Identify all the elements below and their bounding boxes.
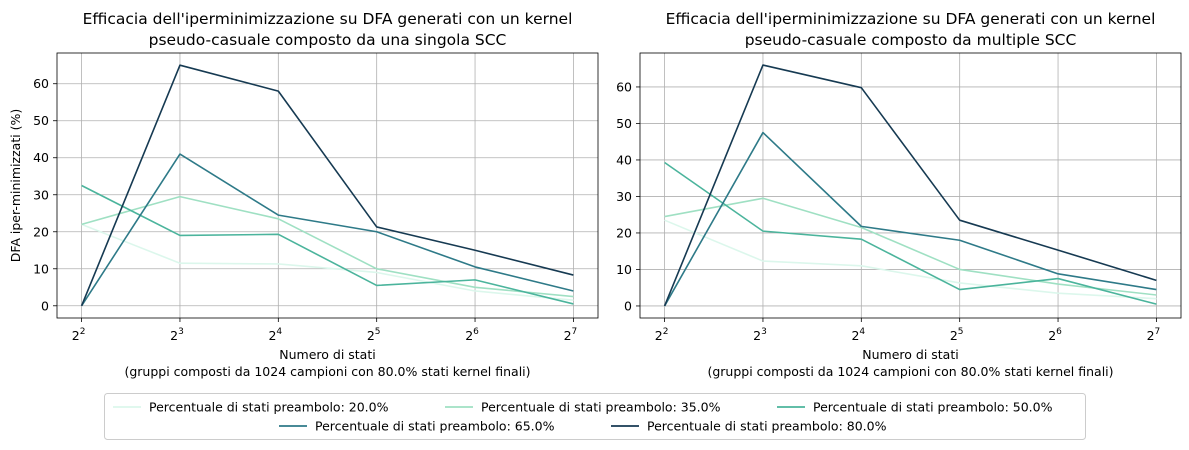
x-tick-label: 26 xyxy=(1048,327,1062,343)
chart-title-line: Efficacia dell'iperminimizzazione su DFA… xyxy=(666,10,1156,28)
series-line-4 xyxy=(663,131,1157,307)
y-tick-label: 30 xyxy=(33,187,49,202)
x-tick-exponent: 3 xyxy=(761,327,767,337)
x-tick-base: 2 xyxy=(753,328,761,343)
series-line-5 xyxy=(80,64,574,307)
x-tick-exponent: 5 xyxy=(958,327,964,337)
x-tick-base: 2 xyxy=(465,328,473,343)
y-tick-label: 0 xyxy=(41,298,49,313)
x-tick-exponent: 4 xyxy=(276,327,282,337)
x-tick-base: 2 xyxy=(564,328,572,343)
y-tick-label: 0 xyxy=(624,298,632,313)
x-tick-base: 2 xyxy=(170,328,178,343)
x-tick-exponent: 7 xyxy=(572,327,578,337)
y-axis-label: DFA iper-minimizzati (%) xyxy=(8,109,23,263)
y-tick-label: 20 xyxy=(33,224,49,239)
legend-item: Percentuale di stati preambolo: 80.0% xyxy=(611,419,887,434)
plot-frame xyxy=(639,52,1182,319)
x-tick-exponent: 6 xyxy=(473,327,479,337)
x-tick-base: 2 xyxy=(367,328,375,343)
y-tick-label: 20 xyxy=(616,225,632,240)
x-tick-base: 2 xyxy=(950,328,958,343)
chart-panel-single-scc: Efficacia dell'iperminimizzazione su DFA… xyxy=(8,10,599,379)
x-tick-base: 2 xyxy=(1147,328,1155,343)
x-tick-label: 22 xyxy=(72,327,86,343)
x-tick-base: 2 xyxy=(655,328,663,343)
x-axis-label-line: Numero di stati xyxy=(279,347,375,362)
series-line-3 xyxy=(664,161,1157,305)
x-tick-exponent: 4 xyxy=(859,327,865,337)
legend-item: Percentuale di stati preambolo: 20.0% xyxy=(113,400,389,415)
legend-box xyxy=(104,393,1086,440)
y-tick-label: 60 xyxy=(616,79,632,94)
chart-title-line: pseudo-casuale composto da multiple SCC xyxy=(745,31,1077,49)
x-tick-label: 22 xyxy=(655,327,669,343)
legend-label: Percentuale di stati preambolo: 35.0% xyxy=(481,400,721,415)
y-tick-label: 10 xyxy=(33,261,49,276)
chart-panel-multiple-scc: Efficacia dell'iperminimizzazione su DFA… xyxy=(616,10,1182,379)
legend-label: Percentuale di stati preambolo: 50.0% xyxy=(813,400,1053,415)
chart-title-line: pseudo-casuale composto da una singola S… xyxy=(149,31,507,49)
x-axis-label-line: Numero di stati xyxy=(862,347,958,362)
x-tick-label: 25 xyxy=(367,327,381,343)
series-line-1 xyxy=(664,219,1157,300)
x-tick-exponent: 6 xyxy=(1056,327,1062,337)
x-tick-exponent: 7 xyxy=(1155,327,1161,337)
y-tick-label: 40 xyxy=(616,152,632,167)
x-tick-exponent: 3 xyxy=(178,327,184,337)
y-tick-label: 40 xyxy=(33,150,49,165)
x-tick-base: 2 xyxy=(851,328,859,343)
x-tick-label: 26 xyxy=(465,327,479,343)
legend: Percentuale di stati preambolo: 20.0% Per… xyxy=(104,393,1086,440)
series-line-5 xyxy=(663,64,1157,307)
legend-label: Percentuale di stati preambolo: 20.0% xyxy=(149,400,389,415)
series-line-3 xyxy=(81,184,574,305)
x-tick-exponent: 5 xyxy=(375,327,381,337)
x-axis-label-line: (gruppi composti da 1024 campioni con 80… xyxy=(707,364,1113,379)
x-tick-exponent: 2 xyxy=(80,327,86,337)
y-tick-label: 50 xyxy=(616,116,632,131)
y-tick-label: 50 xyxy=(33,113,49,128)
plot-frame xyxy=(56,52,599,319)
legend-label: Percentuale di stati preambolo: 65.0% xyxy=(315,419,555,434)
x-tick-exponent: 2 xyxy=(663,327,669,337)
x-tick-base: 2 xyxy=(72,328,80,343)
legend-item: Percentuale di stati preambolo: 65.0% xyxy=(279,419,555,434)
x-tick-label: 23 xyxy=(170,327,184,343)
x-tick-base: 2 xyxy=(268,328,276,343)
series-line-2 xyxy=(81,195,574,298)
series-line-4 xyxy=(80,153,574,307)
y-tick-label: 30 xyxy=(616,189,632,204)
series-line-2 xyxy=(664,197,1157,296)
x-tick-label: 23 xyxy=(753,327,767,343)
x-tick-label: 24 xyxy=(851,327,865,343)
y-tick-label: 10 xyxy=(616,262,632,277)
x-tick-label: 25 xyxy=(950,327,964,343)
legend-item: Percentuale di stati preambolo: 50.0% xyxy=(777,400,1053,415)
x-tick-label: 27 xyxy=(1147,327,1161,343)
series-line-1 xyxy=(81,223,574,302)
legend-item: Percentuale di stati preambolo: 35.0% xyxy=(445,400,721,415)
x-tick-base: 2 xyxy=(1048,328,1056,343)
x-tick-label: 24 xyxy=(268,327,282,343)
y-tick-label: 60 xyxy=(33,76,49,91)
legend-label: Percentuale di stati preambolo: 80.0% xyxy=(647,419,887,434)
x-tick-label: 27 xyxy=(564,327,578,343)
x-axis-label-line: (gruppi composti da 1024 campioni con 80… xyxy=(124,364,530,379)
chart-title-line: Efficacia dell'iperminimizzazione su DFA… xyxy=(83,10,573,28)
